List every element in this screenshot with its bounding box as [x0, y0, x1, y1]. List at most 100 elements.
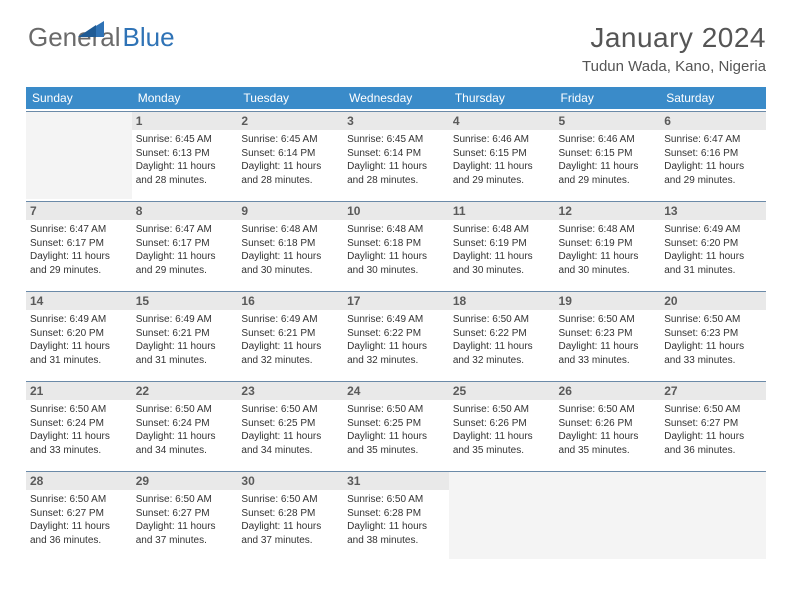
daylight-text: and 31 minutes.: [664, 264, 762, 278]
sunset-text: Sunset: 6:17 PM: [136, 237, 234, 251]
day-number: 20: [660, 292, 766, 310]
sunrise-text: Sunrise: 6:48 AM: [241, 223, 339, 237]
daylight-text: Daylight: 11 hours: [453, 160, 551, 174]
calendar-cell: 12 Sunrise: 6:48 AMSunset: 6:19 PMDayligh…: [555, 201, 661, 289]
sunrise-text: Sunrise: 6:50 AM: [241, 403, 339, 417]
daylight-text: and 28 minutes.: [241, 174, 339, 188]
calendar-week-row: 7Sunrise: 6:47 AMSunset: 6:17 PMDaylight…: [26, 201, 766, 289]
sunset-text: Sunset: 6:27 PM: [136, 507, 234, 521]
calendar-cell: 27Sunrise: 6:50 AMSunset: 6:27 PMDayligh…: [660, 381, 766, 469]
calendar-cell: 17Sunrise: 6:49 AMSunset: 6:22 PMDayligh…: [343, 291, 449, 379]
day-number: 24: [343, 382, 449, 400]
sunset-text: Sunset: 6:15 PM: [559, 147, 657, 161]
daylight-text: Daylight: 11 hours: [559, 250, 657, 264]
brand-text-part2: Blue: [123, 22, 175, 53]
sunrise-text: Sunrise: 6:46 AM: [453, 133, 551, 147]
day-number: 26: [555, 382, 661, 400]
calendar-cell-empty: [555, 471, 661, 559]
weekday-header: Saturday: [660, 87, 766, 109]
sunset-text: Sunset: 6:20 PM: [664, 237, 762, 251]
daylight-text: Daylight: 11 hours: [241, 340, 339, 354]
sunset-text: Sunset: 6:28 PM: [241, 507, 339, 521]
daylight-text: and 38 minutes.: [347, 534, 445, 548]
calendar-cell: 13Sunrise: 6:49 AMSunset: 6:20 PMDayligh…: [660, 201, 766, 289]
calendar-cell: 7Sunrise: 6:47 AMSunset: 6:17 PMDaylight…: [26, 201, 132, 289]
calendar-cell: 20Sunrise: 6:50 AMSunset: 6:23 PMDayligh…: [660, 291, 766, 379]
sunrise-text: Sunrise: 6:45 AM: [136, 133, 234, 147]
daylight-text: and 30 minutes.: [241, 264, 339, 278]
daylight-text: and 30 minutes.: [453, 264, 551, 278]
daylight-text: Daylight: 11 hours: [453, 430, 551, 444]
day-number: 15: [132, 292, 238, 310]
sunrise-text: Sunrise: 6:50 AM: [30, 403, 128, 417]
daylight-text: and 37 minutes.: [136, 534, 234, 548]
sunset-text: Sunset: 6:18 PM: [347, 237, 445, 251]
daylight-text: Daylight: 11 hours: [347, 520, 445, 534]
calendar-cell: 29 Sunrise: 6:50 AMSunset: 6:27 PMDayligh…: [132, 471, 238, 559]
daylight-text: and 36 minutes.: [664, 444, 762, 458]
daylight-text: Daylight: 11 hours: [241, 430, 339, 444]
sunrise-text: Sunrise: 6:49 AM: [347, 313, 445, 327]
sunrise-text: Sunrise: 6:47 AM: [664, 133, 762, 147]
daylight-text: and 33 minutes.: [559, 354, 657, 368]
calendar-cell: 3Sunrise: 6:45 AMSunset: 6:14 PMDaylight…: [343, 111, 449, 199]
brand-logo: GeneralBlue: [28, 22, 175, 53]
daylight-text: Daylight: 11 hours: [559, 340, 657, 354]
day-number: 31: [343, 472, 449, 490]
daylight-text: Daylight: 11 hours: [559, 430, 657, 444]
daylight-text: Daylight: 11 hours: [241, 250, 339, 264]
daylight-text: Daylight: 11 hours: [136, 520, 234, 534]
sunset-text: Sunset: 6:19 PM: [559, 237, 657, 251]
day-number: 29: [132, 472, 238, 490]
daylight-text: Daylight: 11 hours: [347, 250, 445, 264]
calendar-cell: 21Sunrise: 6:50 AMSunset: 6:24 PMDayligh…: [26, 381, 132, 469]
daylight-text: and 31 minutes.: [30, 354, 128, 368]
day-number: 3: [343, 112, 449, 130]
calendar-cell-empty: [660, 471, 766, 559]
calendar-cell: 1Sunrise: 6:45 AMSunset: 6:13 PMDaylight…: [132, 111, 238, 199]
calendar-cell: 15Sunrise: 6:49 AMSunset: 6:21 PMDayligh…: [132, 291, 238, 379]
sunrise-text: Sunrise: 6:48 AM: [559, 223, 657, 237]
sunrise-text: Sunrise: 6:49 AM: [241, 313, 339, 327]
daylight-text: and 29 minutes.: [453, 174, 551, 188]
sunset-text: Sunset: 6:23 PM: [664, 327, 762, 341]
sunset-text: Sunset: 6:14 PM: [241, 147, 339, 161]
sunset-text: Sunset: 6:24 PM: [30, 417, 128, 431]
calendar-cell: 19Sunrise: 6:50 AMSunset: 6:23 PMDayligh…: [555, 291, 661, 379]
sunrise-text: Sunrise: 6:50 AM: [136, 493, 234, 507]
day-number: 8: [132, 202, 238, 220]
sunrise-text: Sunrise: 6:50 AM: [559, 313, 657, 327]
daylight-text: Daylight: 11 hours: [664, 250, 762, 264]
sunrise-text: Sunrise: 6:50 AM: [347, 403, 445, 417]
sunrise-text: Sunrise: 6:50 AM: [136, 403, 234, 417]
daylight-text: and 32 minutes.: [241, 354, 339, 368]
daylight-text: and 33 minutes.: [664, 354, 762, 368]
day-number: 10: [343, 202, 449, 220]
daylight-text: and 29 minutes.: [136, 264, 234, 278]
day-number: 12: [555, 202, 661, 220]
sunrise-text: Sunrise: 6:46 AM: [559, 133, 657, 147]
sunrise-text: Sunrise: 6:45 AM: [347, 133, 445, 147]
calendar-cell: 2Sunrise: 6:45 AMSunset: 6:14 PMDaylight…: [237, 111, 343, 199]
sunset-text: Sunset: 6:17 PM: [30, 237, 128, 251]
brand-flag-icon: [78, 21, 104, 37]
calendar-cell-empty: [26, 111, 132, 199]
sunset-text: Sunset: 6:15 PM: [453, 147, 551, 161]
calendar-week-row: 21Sunrise: 6:50 AMSunset: 6:24 PMDayligh…: [26, 381, 766, 469]
sunset-text: Sunset: 6:18 PM: [241, 237, 339, 251]
day-number: 22: [132, 382, 238, 400]
calendar-cell: 28Sunrise: 6:50 AMSunset: 6:27 PMDayligh…: [26, 471, 132, 559]
daylight-text: Daylight: 11 hours: [241, 160, 339, 174]
daylight-text: Daylight: 11 hours: [30, 250, 128, 264]
calendar-cell: 5Sunrise: 6:46 AMSunset: 6:15 PMDaylight…: [555, 111, 661, 199]
location-text: Tudun Wada, Kano, Nigeria: [26, 58, 766, 75]
weekday-header-row: Sunday Monday Tuesday Wednesday Thursday…: [26, 87, 766, 109]
calendar-cell: 31Sunrise: 6:50 AMSunset: 6:28 PMDayligh…: [343, 471, 449, 559]
sunrise-text: Sunrise: 6:49 AM: [136, 313, 234, 327]
daylight-text: Daylight: 11 hours: [347, 430, 445, 444]
sunset-text: Sunset: 6:21 PM: [136, 327, 234, 341]
daylight-text: Daylight: 11 hours: [664, 340, 762, 354]
daylight-text: Daylight: 11 hours: [559, 160, 657, 174]
sunset-text: Sunset: 6:25 PM: [347, 417, 445, 431]
day-number: 9: [237, 202, 343, 220]
